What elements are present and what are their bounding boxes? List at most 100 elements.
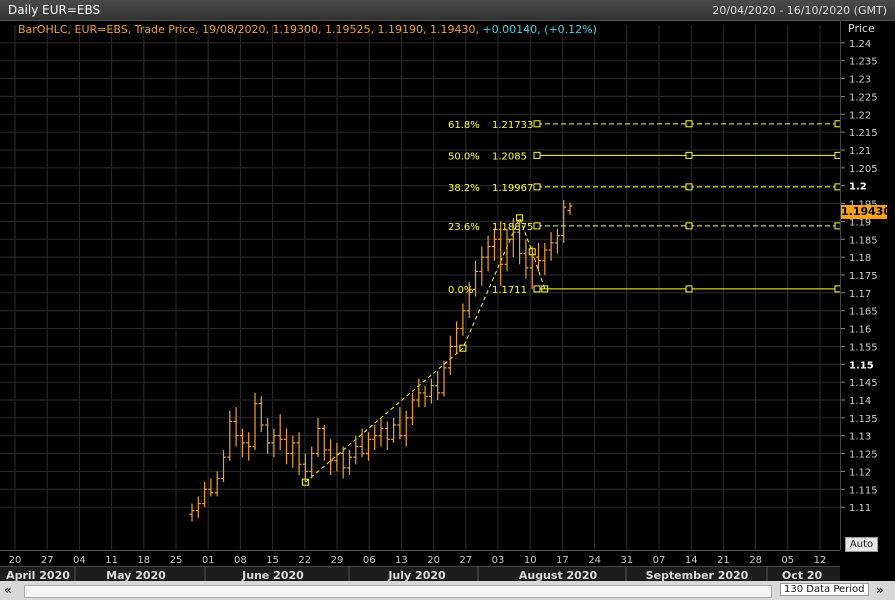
fib-level-value: 1.2085 (492, 151, 527, 162)
ohlc-bar (529, 246, 535, 289)
ohlc-bar (561, 200, 567, 243)
ohlc-bar (554, 228, 560, 254)
y-tick-label: 1.235 (849, 57, 878, 68)
ohlc-bar (479, 246, 485, 286)
fib-level-value: 1.21733 (492, 120, 533, 131)
ohlc-bar (189, 503, 195, 522)
x-tick-label: 20 (427, 555, 440, 566)
ohlc-bar (403, 410, 409, 447)
ohlc-bar (347, 450, 352, 475)
y-tick-label: 1.205 (849, 164, 878, 175)
fib-level-marker (533, 285, 541, 293)
ohlc-bar (523, 239, 529, 279)
ohlc-bar (277, 414, 283, 450)
y-tick-label: 1.17 (849, 289, 871, 300)
ohlc-bar (397, 407, 403, 440)
ohlc-bar (265, 417, 271, 454)
ohlc-bar (284, 428, 289, 465)
auto-scale-button[interactable]: Auto (845, 537, 878, 552)
x-tick-label: 11 (105, 555, 118, 566)
ohlc-bar (359, 428, 365, 458)
x-tick-label: 08 (234, 555, 247, 566)
ohlc-bar (447, 335, 453, 375)
fib-anchor-marker (459, 344, 467, 352)
y-tick-label: 1.16 (849, 325, 871, 336)
ohlc-bar (208, 478, 214, 497)
chart-title: Daily EUR=EBS (8, 3, 101, 17)
x-tick-label: 13 (395, 555, 408, 566)
data-period-selector[interactable]: 130 Data Period (780, 583, 869, 596)
x-tick-label: 28 (749, 555, 762, 566)
y-tick-label: 1.135 (849, 414, 878, 425)
x-tick-label: 12 (814, 555, 827, 566)
ohlc-bar (340, 446, 346, 479)
month-label: July 2020 (387, 569, 446, 582)
month-label: September 2020 (646, 569, 749, 582)
fib-level-pct: 61.8% (448, 120, 480, 131)
fib-level-marker (533, 183, 541, 191)
ohlc-change: +0.00140, (+0.12%) (478, 23, 597, 36)
ohlc-bar (542, 242, 548, 275)
fib-level-value: 1.1711 (492, 285, 527, 296)
last-price-badge: 1.19430 (841, 205, 892, 219)
fib-level-value: 1.19967 (492, 183, 533, 194)
x-tick-label: 18 (137, 555, 150, 566)
ohlc-bar (435, 371, 441, 400)
plot-area[interactable]: 61.8% 1.21733 50.0% 1.2085 38.2% 1.19967 23.6%… (0, 20, 840, 550)
scroll-left-icon[interactable]: « (4, 583, 12, 597)
price-axis[interactable]: 1.11 1.115 1.12 1.125 1.13 1.135 1.14 1.145 1.15… (840, 20, 895, 550)
fib-level-marker (533, 120, 541, 128)
fib-level-marker (533, 151, 541, 159)
ohlc-bar (252, 392, 258, 450)
month-label: May 2020 (106, 569, 166, 582)
fib-level-marker (685, 120, 693, 128)
x-tick-label: 27 (459, 555, 472, 566)
ohlc-bar (214, 471, 220, 497)
scroll-right-icon[interactable]: » (876, 583, 884, 597)
fib-level-marker (834, 285, 840, 293)
ohlc-bar (246, 432, 252, 461)
ohlc-bar (271, 428, 277, 458)
ohlc-bar (328, 439, 334, 475)
ohlc-bar (567, 202, 573, 215)
y-tick-label: 1.18 (849, 253, 871, 264)
ohlc-bar (504, 228, 510, 272)
month-label: April 2020 (6, 569, 70, 582)
ohlc-bar (296, 432, 302, 475)
ohlc-bar (517, 221, 523, 265)
x-tick-label: 15 (266, 555, 279, 566)
ohlc-bar (233, 407, 239, 447)
x-tick-label: 14 (685, 555, 698, 566)
ohlc-bar (195, 496, 201, 518)
ohlc-bar (548, 232, 554, 261)
ohlc-bar (410, 392, 415, 425)
ohlc-bar (227, 410, 233, 461)
y-tick-label: 1.23 (849, 75, 871, 86)
ohlc-bar (460, 303, 466, 336)
ohlc-bar (378, 417, 384, 447)
x-tick-label: 24 (588, 555, 601, 566)
ohlc-bar (202, 482, 208, 508)
fib-level-marker (685, 222, 693, 230)
y-tick-label: 1.225 (849, 92, 878, 103)
ohlc-bar (372, 425, 378, 450)
y-tick-label: 1.125 (849, 450, 878, 461)
ohlc-bar (290, 435, 296, 468)
month-axis: April 2020 May 2020 June 2020 July 2020 Augu… (0, 566, 840, 582)
fib-level-marker (685, 183, 693, 191)
scroll-track[interactable] (24, 585, 772, 598)
ohlc-bar (428, 378, 434, 404)
y-tick-label: 1.19 (849, 217, 871, 228)
ohlc-bar (391, 417, 397, 443)
ohlc-bar (491, 228, 497, 261)
x-tick-label: 05 (781, 555, 794, 566)
y-tick-label: 1.24 (849, 39, 871, 50)
time-axis[interactable]: 20 27 04 11 18 25 01 08 15 22 29 06 13 20 27 03 10 17 24 31… (0, 550, 840, 567)
ohlc-bar (473, 260, 478, 297)
ohlc-bar (321, 425, 327, 461)
ohlc-bar (510, 217, 516, 258)
fib-level-pct: 50.0% (448, 151, 480, 162)
x-tick-label: 22 (298, 555, 311, 566)
x-tick-label: 27 (41, 555, 54, 566)
